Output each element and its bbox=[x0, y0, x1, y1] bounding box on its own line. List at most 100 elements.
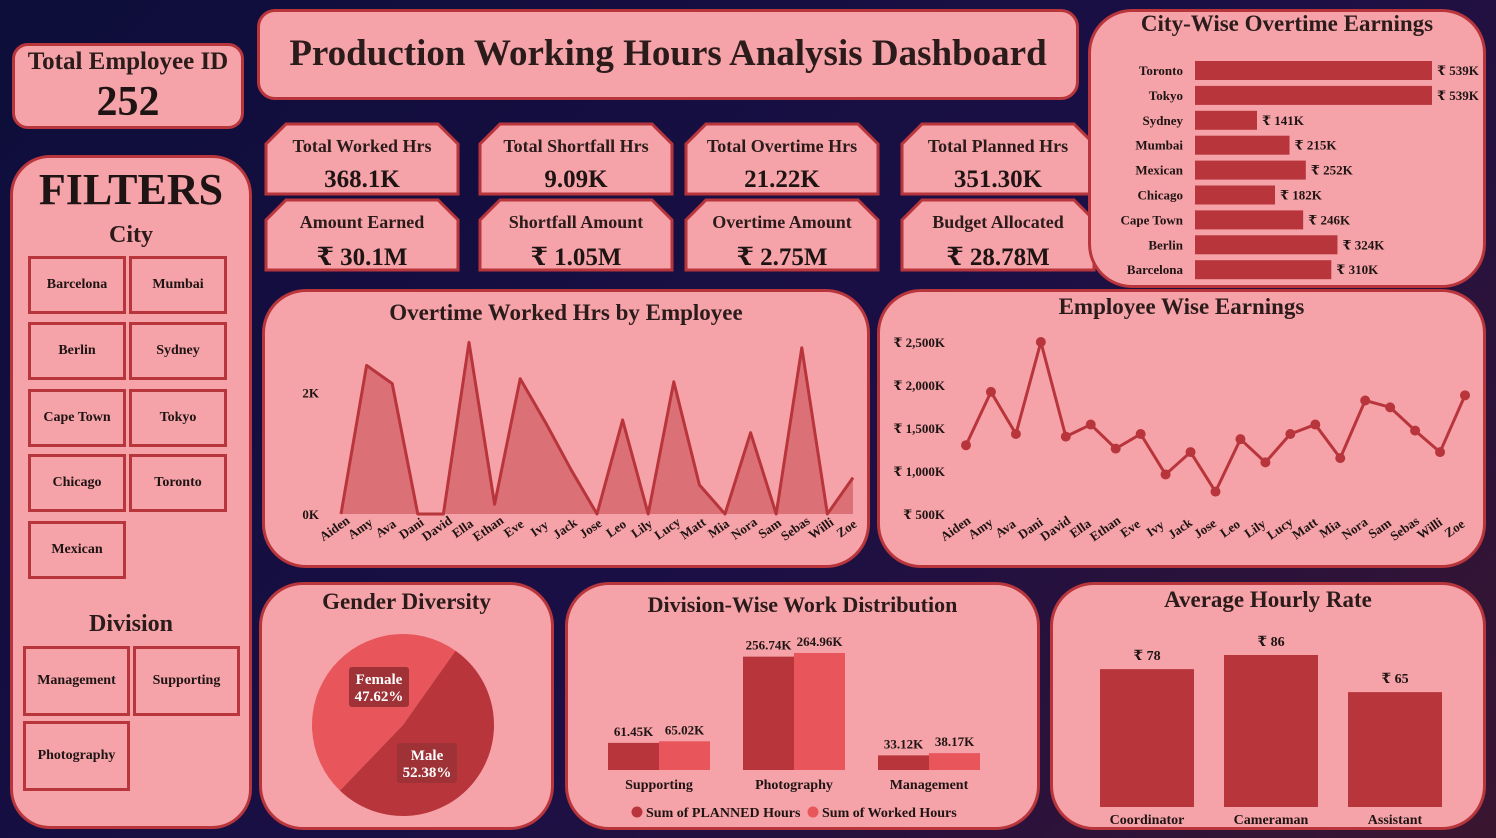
city-bar-label: ₹ 182K bbox=[1280, 188, 1323, 203]
pie-male-label-bg bbox=[397, 743, 457, 783]
filter-city-toronto[interactable]: Toronto bbox=[129, 454, 227, 512]
hourly-rate-card: Average Hourly Rate ₹ 78 Coordinator ₹ 86 C… bbox=[1050, 582, 1486, 830]
legend-marker bbox=[631, 806, 643, 818]
earnings-point bbox=[1185, 447, 1196, 458]
kpi-total-worked-hrscard: Total Worked Hrs 368.1K bbox=[264, 122, 460, 196]
kpi-value: ₹ 28.78M bbox=[946, 244, 1050, 271]
overtime-x-tick: Ava bbox=[373, 516, 400, 541]
earnings-point bbox=[1335, 453, 1346, 464]
filter-division-photography[interactable]: Photography bbox=[23, 721, 130, 791]
kpi-shape bbox=[264, 198, 460, 272]
hourly-rate-chart: ₹ 78 Coordinator ₹ 86 Cameraman ₹ 65 Assistan… bbox=[1100, 635, 1442, 827]
employee-earnings-chart: ₹ 500K₹ 1,000K₹ 1,500K₹ 2,000K₹ 2,500KAi… bbox=[893, 335, 1470, 544]
earnings-x-tick: Ivy bbox=[1143, 517, 1167, 540]
kpi-shape bbox=[684, 122, 880, 196]
city-axis-label: Chicago bbox=[1138, 188, 1184, 203]
overtime-x-tick: Mia bbox=[705, 515, 732, 540]
earnings-point bbox=[1285, 429, 1296, 440]
earnings-point bbox=[961, 440, 971, 451]
earnings-point bbox=[1085, 419, 1096, 430]
city-bar-label: ₹ 310K bbox=[1336, 262, 1379, 277]
city-axis-label: Toronto bbox=[1139, 63, 1183, 78]
pie-male-label-value: 52.38% bbox=[403, 765, 452, 781]
kpi-label: Total Overtime Hrs bbox=[706, 136, 858, 156]
filter-division-supporting[interactable]: Supporting bbox=[133, 646, 240, 716]
earnings-x-tick: Leo bbox=[1217, 516, 1243, 540]
division-work-card: Division-Wise Work Distribution 61.45K 65… bbox=[565, 582, 1040, 830]
kpi-label: Overtime Amount bbox=[712, 212, 852, 232]
kpi-label: Shortfall Amount bbox=[508, 212, 644, 232]
earnings-point bbox=[1310, 419, 1321, 430]
city-axis-label: Berlin bbox=[1148, 237, 1183, 252]
kpi-budget-allocatedcard: Budget Allocated ₹ 28.78M bbox=[900, 198, 1096, 272]
gender-title: Gender Diversity bbox=[322, 589, 491, 614]
city-filter-label: City bbox=[109, 222, 153, 248]
overtime-x-tick: Eve bbox=[501, 516, 527, 540]
kpi-shape bbox=[684, 198, 880, 272]
overtime-x-tick: Zoe bbox=[834, 516, 860, 540]
employee-earnings-card: Employee Wise Earnings ₹ 500K ₹ 1,000K ₹ 1… bbox=[877, 289, 1486, 568]
city-overtime-title: City-Wise Overtime Earnings bbox=[1140, 11, 1434, 36]
division-bar bbox=[878, 755, 929, 770]
division-bar bbox=[608, 742, 659, 770]
overtime-area-fill bbox=[341, 342, 853, 514]
city-axis-label: Sydney bbox=[1143, 113, 1184, 128]
hourly-rate-bar bbox=[1224, 655, 1318, 807]
kpi-shape bbox=[478, 198, 674, 272]
city-bar-label: ₹ 246K bbox=[1308, 212, 1351, 227]
earnings-point bbox=[1260, 457, 1271, 468]
kpi-value: ₹ 2.75M bbox=[736, 244, 828, 271]
hourly-rate-x-tick: Cameraman bbox=[1234, 813, 1309, 827]
filter-city-cape-town[interactable]: Cape Town bbox=[28, 389, 126, 447]
filter-city-mumbai[interactable]: Mumbai bbox=[129, 256, 227, 314]
division-bar-label: 264.96K bbox=[797, 634, 844, 649]
city-axis-label: Mumbai bbox=[1135, 138, 1183, 153]
division-work-title: Division-Wise Work Distribution bbox=[647, 592, 958, 617]
division-work-chart: 61.45K 65.02K Supporting 256.74K 264.96K Phot… bbox=[608, 634, 980, 821]
city-bar bbox=[1195, 85, 1432, 105]
city-bar-label: ₹ 324K bbox=[1342, 237, 1385, 252]
hourly-rate-bar bbox=[1348, 692, 1442, 807]
earnings-point bbox=[1060, 431, 1071, 442]
city-bar-label: ₹ 539K bbox=[1437, 88, 1480, 103]
hourly-rate-bar-label: ₹ 78 bbox=[1133, 649, 1160, 664]
earnings-point bbox=[1160, 469, 1171, 480]
legend-label: Sum of Worked Hours bbox=[822, 806, 957, 821]
filter-division-management[interactable]: Management bbox=[23, 646, 130, 716]
earnings-x-tick: Zoe bbox=[1442, 516, 1468, 540]
kpi-label: Total Planned Hrs bbox=[927, 136, 1069, 156]
city-bar bbox=[1195, 160, 1306, 180]
employee-count-card: Total Employee ID 252 bbox=[12, 43, 244, 129]
division-x-tick: Supporting bbox=[625, 778, 693, 793]
division-bar-label: 33.12K bbox=[884, 736, 924, 751]
kpi-overtime-amountcard: Overtime Amount ₹ 2.75M bbox=[684, 198, 880, 272]
filter-city-tokyo[interactable]: Tokyo bbox=[129, 389, 227, 447]
filter-city-berlin[interactable]: Berlin bbox=[28, 322, 126, 380]
filter-city-barcelona[interactable]: Barcelona bbox=[28, 256, 126, 314]
overtime-y-tick: 0K bbox=[302, 507, 320, 522]
hourly-rate-bar-label: ₹ 86 bbox=[1257, 635, 1284, 650]
filter-city-mexican[interactable]: Mexican bbox=[28, 521, 126, 579]
kpi-value: 351.30K bbox=[953, 166, 1043, 193]
filters-title: FILTERS bbox=[38, 165, 224, 214]
header-banner: Production Working Hours Analysis Dashbo… bbox=[257, 9, 1079, 100]
division-bar-label: 256.74K bbox=[746, 638, 793, 653]
city-overtime-card: City-Wise Overtime Earnings Toronto ₹ 539… bbox=[1088, 9, 1486, 288]
filter-city-chicago[interactable]: Chicago bbox=[28, 454, 126, 512]
earnings-x-tick: Lily bbox=[1241, 515, 1268, 540]
kpi-total-shortfall-hrscard: Total Shortfall Hrs 9.09K bbox=[478, 122, 674, 196]
employee-count-value: 252 bbox=[96, 79, 160, 125]
filter-city-sydney[interactable]: Sydney bbox=[129, 322, 227, 380]
overtime-x-tick: Ella bbox=[449, 515, 476, 540]
earnings-point bbox=[1035, 337, 1046, 347]
city-bar bbox=[1195, 185, 1276, 205]
city-axis-label: Tokyo bbox=[1149, 88, 1183, 103]
overtime-x-tick: Lily bbox=[628, 515, 655, 540]
division-bar bbox=[794, 653, 845, 770]
city-bar bbox=[1195, 135, 1290, 155]
earnings-x-tick: Ava bbox=[992, 516, 1019, 541]
overtime-x-tick: Jack bbox=[550, 514, 581, 542]
earnings-point bbox=[1135, 429, 1146, 440]
kpi-shape bbox=[264, 122, 460, 196]
